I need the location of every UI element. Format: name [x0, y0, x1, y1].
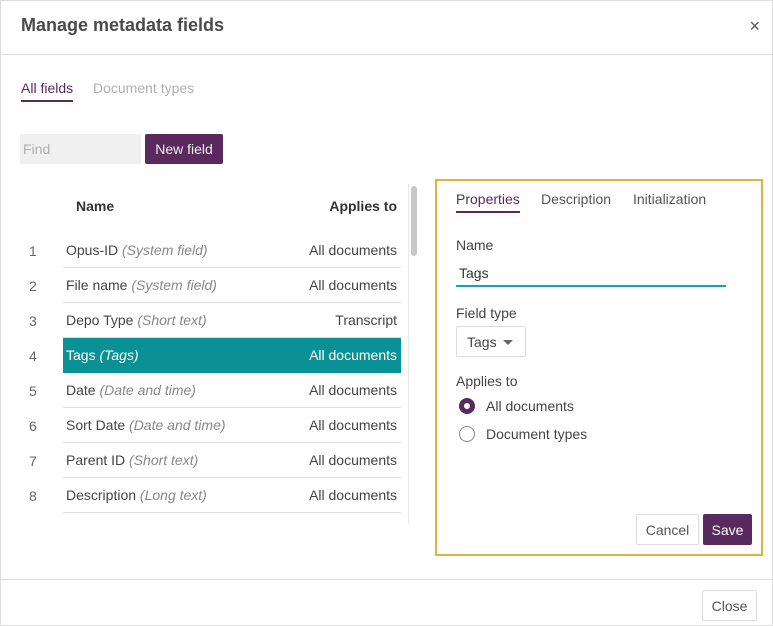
chevron-down-icon — [503, 340, 513, 345]
fields-table: Name Applies to 1 Opus-ID (System field) A… — [21, 181, 421, 525]
save-button[interactable]: Save — [703, 514, 752, 545]
row-number: 7 — [29, 453, 37, 469]
field-name: Parent ID — [66, 452, 126, 468]
field-type-label: Field type — [456, 305, 517, 321]
field-name-cell: Date (Date and time) — [66, 382, 196, 398]
field-type-value: Tags — [467, 334, 497, 350]
new-field-button[interactable]: New field — [145, 134, 223, 164]
field-name: Opus-ID — [66, 242, 119, 258]
applies-to-cell: All documents — [309, 452, 397, 468]
field-name-cell: Depo Type (Short text) — [66, 312, 207, 328]
row-body: Parent ID (Short text) All documents — [63, 443, 401, 478]
row-body: File name (System field) All documents — [63, 268, 401, 303]
applies-to-cell: All documents — [309, 417, 397, 433]
table-row[interactable]: 4 Tags (Tags) All documents — [21, 338, 401, 373]
dialog-title: Manage metadata fields — [21, 15, 225, 35]
tab-document-types[interactable]: Document types — [93, 80, 195, 96]
row-body: Date (Date and time) All documents — [63, 373, 401, 408]
table-scrollbar[interactable] — [408, 184, 420, 524]
row-number: 6 — [29, 418, 37, 434]
table-row[interactable]: 5 Date (Date and time) All documents — [21, 373, 401, 408]
radio-document-types-label: Document types — [486, 426, 588, 442]
applies-to-cell: Transcript — [335, 312, 397, 328]
field-type: (Date and time) — [99, 382, 196, 398]
row-number: 1 — [29, 243, 37, 259]
field-type: (Long text) — [139, 487, 207, 503]
column-header-name: Name — [76, 198, 115, 214]
field-name: Tags — [66, 347, 96, 363]
radio-unchecked-icon — [459, 426, 475, 442]
field-name-cell: Sort Date (Date and time) — [66, 417, 226, 433]
close-icon[interactable]: × — [749, 16, 760, 36]
field-type: (Short text) — [129, 452, 199, 468]
tab-initialization[interactable]: Initialization — [633, 191, 707, 207]
field-type: (Short text) — [137, 312, 207, 328]
table-row[interactable]: 1 Opus-ID (System field) All documents — [21, 233, 401, 268]
applies-to-cell: All documents — [309, 242, 397, 258]
row-body: Opus-ID (System field) All documents — [63, 233, 401, 268]
field-type: (System field) — [122, 242, 208, 258]
field-type: (System field) — [131, 277, 217, 293]
applies-to-cell: All documents — [309, 487, 397, 503]
field-name: Date — [66, 382, 96, 398]
field-name: File name — [66, 277, 128, 293]
applies-to-cell: All documents — [309, 277, 397, 293]
cancel-button[interactable]: Cancel — [636, 514, 699, 545]
row-body: Depo Type (Short text) Transcript — [63, 303, 401, 338]
row-number: 3 — [29, 313, 37, 329]
tab-properties[interactable]: Properties — [456, 191, 520, 213]
scrollbar-thumb[interactable] — [411, 186, 417, 256]
field-type-select[interactable]: Tags — [456, 326, 526, 357]
row-number: 5 — [29, 383, 37, 399]
field-name-cell: Parent ID (Short text) — [66, 452, 198, 468]
field-name: Sort Date — [66, 417, 126, 433]
field-name-cell: Description (Long text) — [66, 487, 207, 503]
name-label: Name — [456, 237, 494, 253]
radio-checked-icon — [459, 398, 475, 414]
table-row[interactable]: 8 Description (Long text) All documents — [21, 478, 401, 513]
field-name-cell: Tags (Tags) — [66, 347, 139, 363]
close-button[interactable]: Close — [702, 590, 757, 621]
row-body: Tags (Tags) All documents — [63, 338, 401, 373]
find-input[interactable] — [20, 134, 141, 164]
applies-to-label: Applies to — [456, 373, 518, 389]
row-body: Description (Long text) All documents — [63, 478, 401, 513]
radio-all-documents-label: All documents — [486, 398, 574, 414]
field-name: Depo Type — [66, 312, 134, 328]
table-row[interactable]: 3 Depo Type (Short text) Transcript — [21, 303, 401, 338]
table-row[interactable]: 7 Parent ID (Short text) All documents — [21, 443, 401, 478]
dialog-header: Manage metadata fields × — [1, 1, 773, 55]
row-number: 4 — [29, 348, 37, 364]
row-body: Sort Date (Date and time) All documents — [63, 408, 401, 443]
field-name: Description — [66, 487, 137, 503]
tab-description[interactable]: Description — [541, 191, 612, 207]
field-type: (Date and time) — [129, 417, 226, 433]
field-name-cell: Opus-ID (System field) — [66, 242, 208, 258]
row-number: 8 — [29, 488, 37, 504]
field-type: (Tags) — [99, 347, 139, 363]
row-number: 2 — [29, 278, 37, 294]
table-row[interactable]: 2 File name (System field) All documents — [21, 268, 401, 303]
column-header-applies-to: Applies to — [329, 198, 397, 214]
table-row[interactable]: 6 Sort Date (Date and time) All documents — [21, 408, 401, 443]
field-properties-panel: Properties Description Initialization Na… — [435, 179, 763, 556]
applies-to-cell: All documents — [309, 382, 397, 398]
name-field[interactable] — [456, 261, 726, 287]
field-name-cell: File name (System field) — [66, 277, 217, 293]
applies-to-cell: All documents — [309, 347, 397, 363]
tab-all-fields[interactable]: All fields — [21, 80, 74, 102]
dialog-footer: Close — [1, 579, 773, 626]
